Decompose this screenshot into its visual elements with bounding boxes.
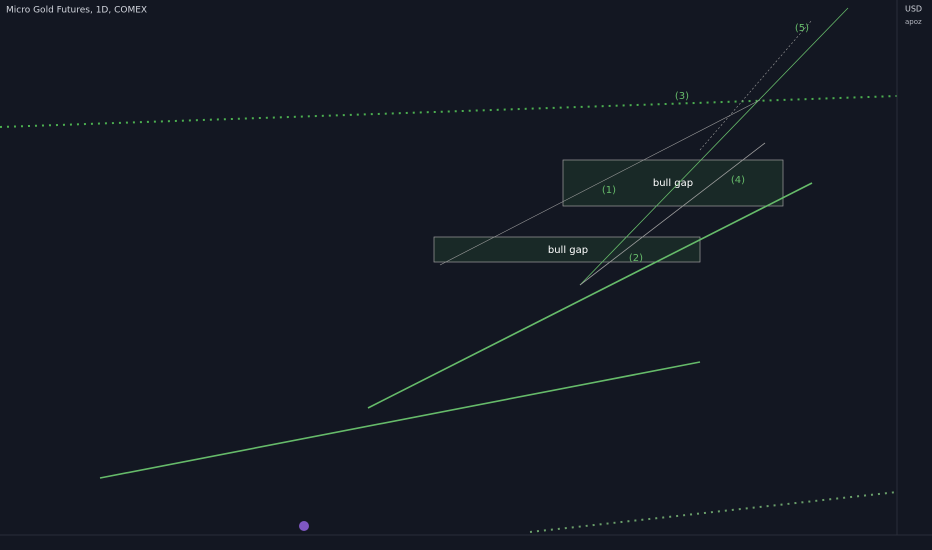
gap-label: bull gap xyxy=(653,178,693,189)
trend-line xyxy=(367,182,813,409)
wave-label: (3) xyxy=(675,91,689,102)
currency: USD xyxy=(905,5,922,14)
projection xyxy=(699,19,813,151)
channel-line xyxy=(579,142,766,286)
trend-line xyxy=(99,361,701,479)
user: apoz xyxy=(905,18,922,26)
chart-title: Micro Gold Futures, 1D, COMEX xyxy=(6,6,147,16)
wave-label: (4) xyxy=(731,175,745,186)
gap-label: bull gap xyxy=(548,245,588,256)
event-icon[interactable] xyxy=(299,521,309,531)
gap-box xyxy=(433,236,701,263)
channel-line xyxy=(579,7,849,286)
wave-label: (1) xyxy=(602,185,616,196)
wave-label: (2) xyxy=(629,253,643,264)
price-axis xyxy=(897,0,932,550)
channel-line xyxy=(439,99,761,266)
wave-label: (5) xyxy=(795,23,809,34)
dotted-trend xyxy=(0,95,898,128)
